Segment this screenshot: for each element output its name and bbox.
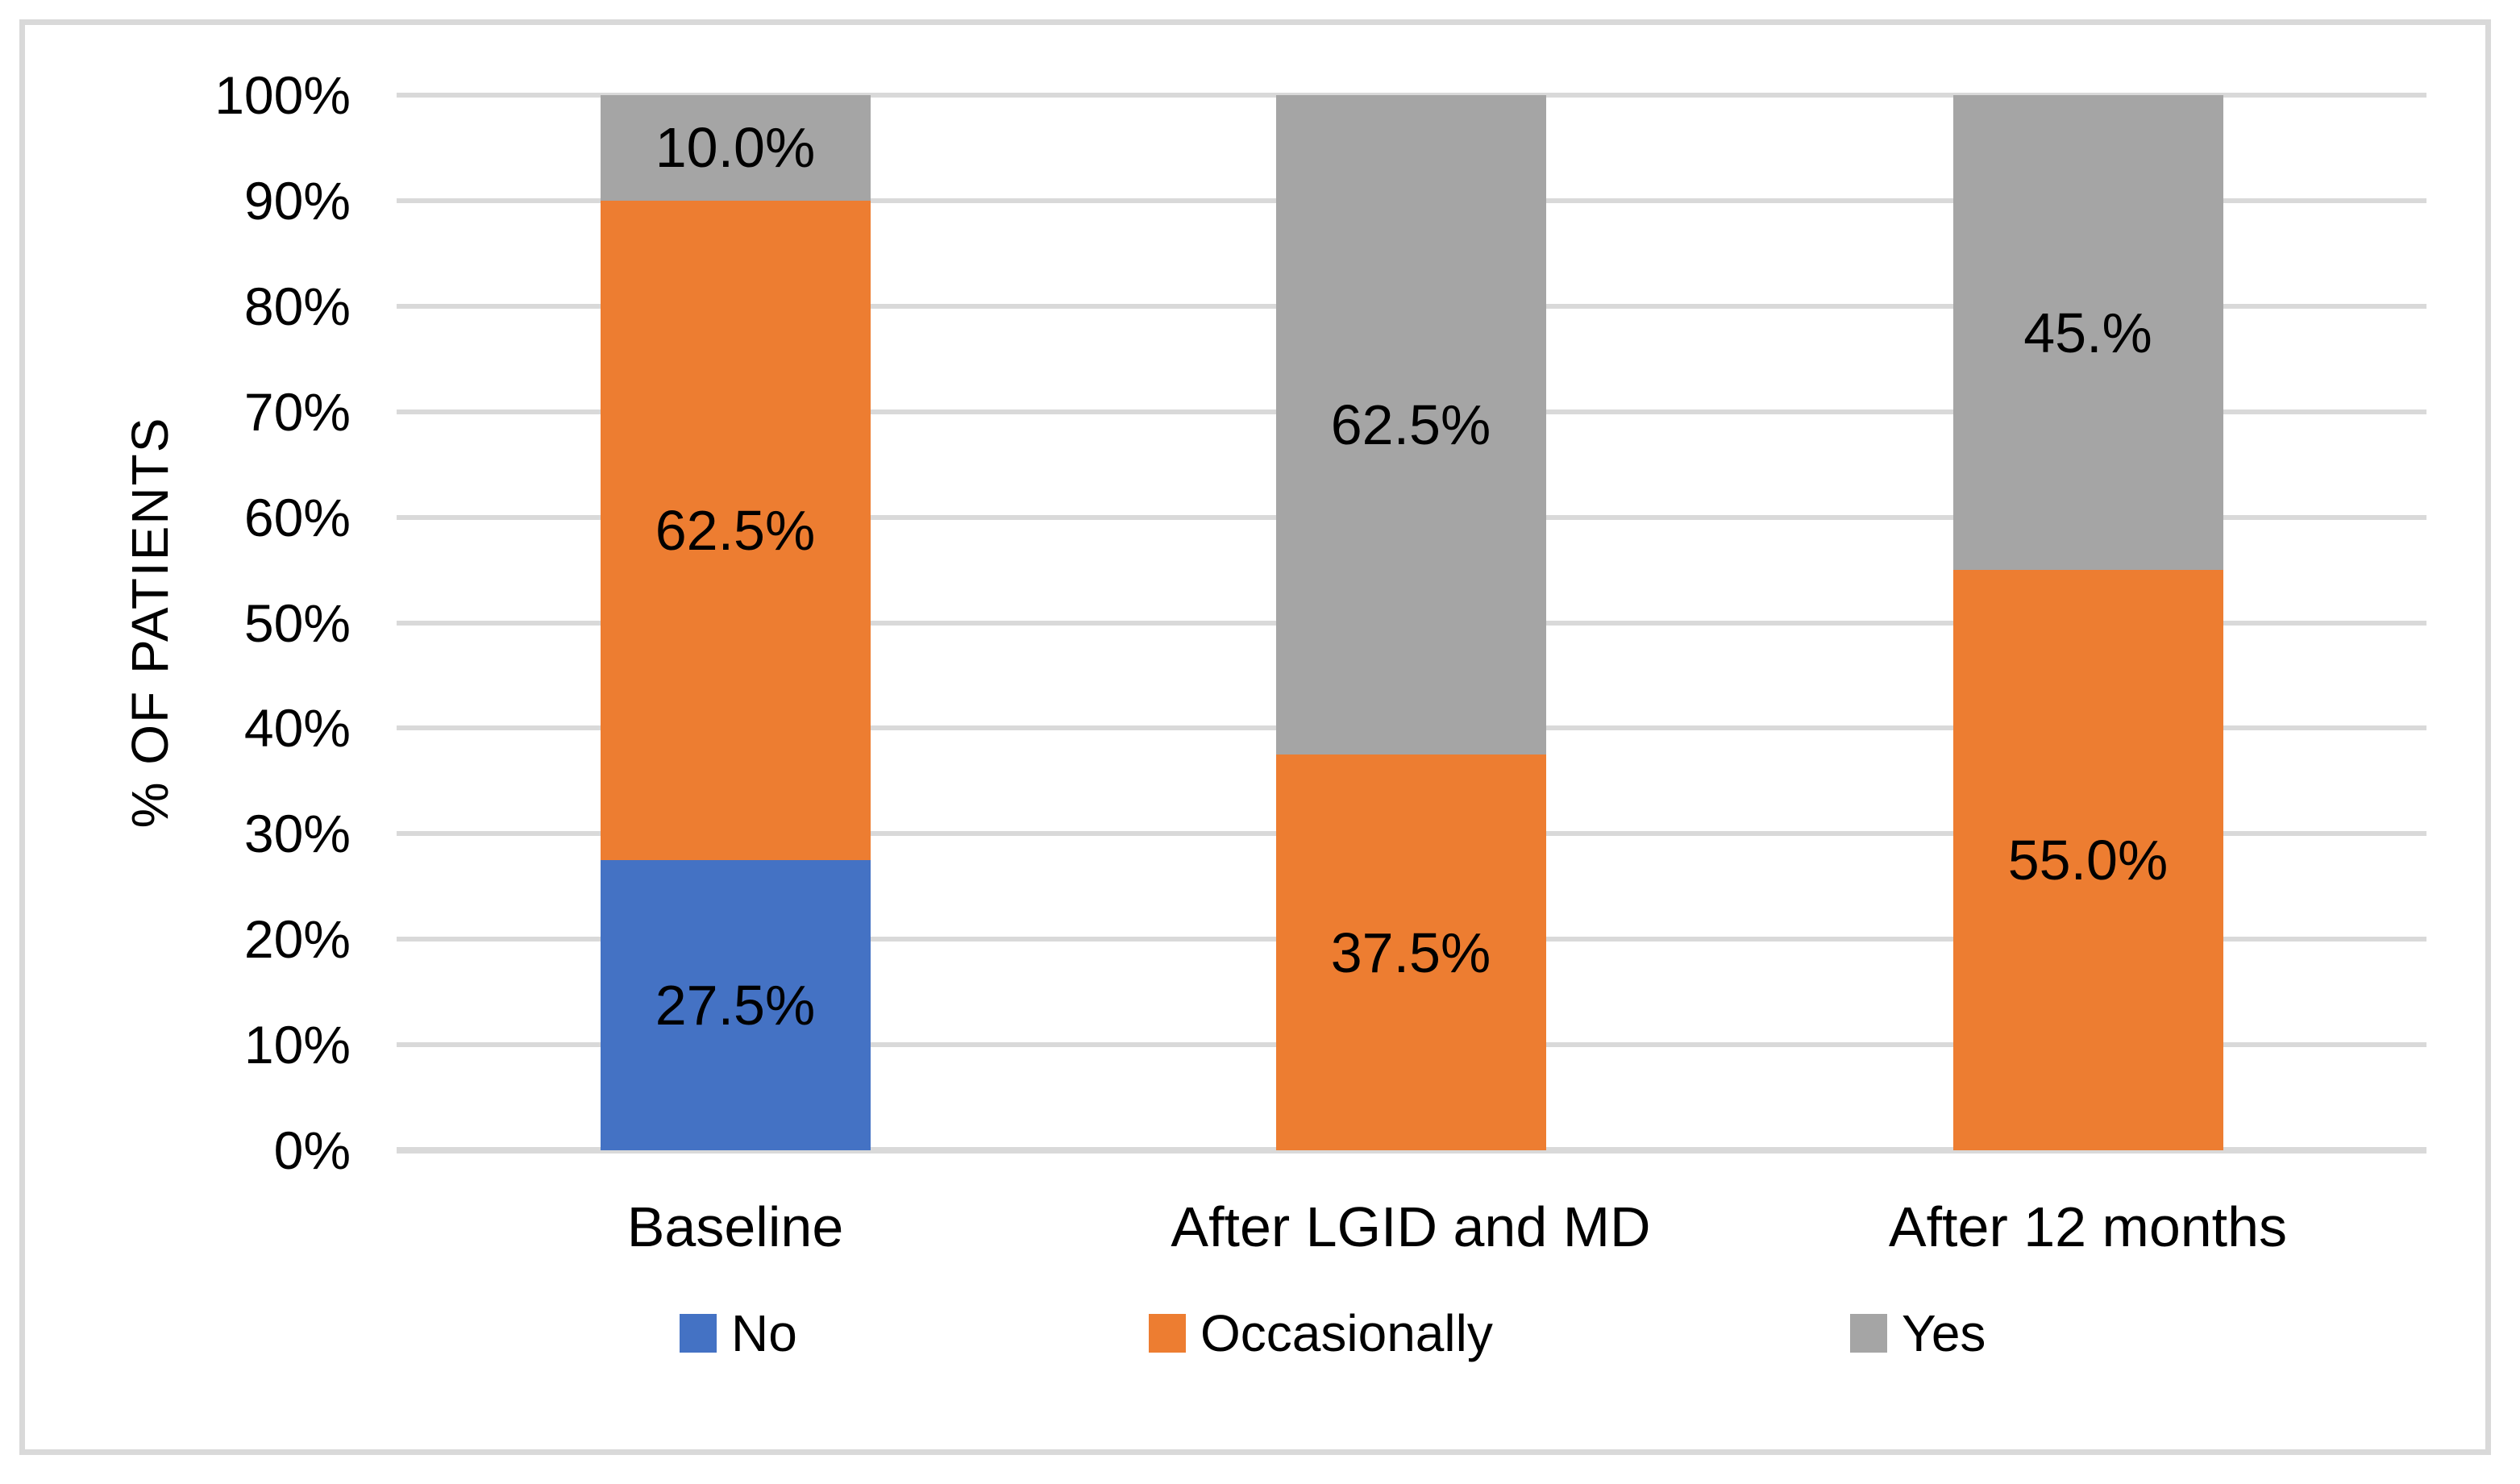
data-label: 62.5% — [1330, 393, 1491, 457]
data-label: 10.0% — [655, 116, 816, 180]
y-axis-tick-label: 100% — [214, 65, 351, 125]
y-axis-tick-label: 50% — [243, 592, 351, 653]
y-axis-tick-label: 30% — [243, 804, 351, 864]
y-axis-tick-label: 10% — [243, 1015, 351, 1075]
x-axis-category-label: After 12 months — [1888, 1195, 2288, 1258]
data-label: 27.5% — [655, 974, 816, 1037]
legend-item-yes: Yes — [1850, 1307, 1986, 1359]
y-axis-tick-label: 20% — [243, 909, 351, 970]
legend-swatch-no — [680, 1314, 717, 1353]
plot-area: 27.5% 62.5% 10.0% 37.5% 62.5% 55.0% 45.% — [397, 93, 2426, 1154]
y-axis-tick-label: 0% — [273, 1120, 351, 1180]
bar-segment-occasionally: 37.5% — [1275, 754, 1546, 1150]
y-axis-tick-label: 80% — [243, 276, 351, 336]
chart-border — [19, 19, 2491, 1455]
bar-segment-yes: 10.0% — [600, 95, 871, 201]
legend-item-no: No — [680, 1307, 797, 1359]
y-axis-tick-label: 40% — [243, 698, 351, 759]
x-axis-line — [397, 1147, 2426, 1154]
legend-label: Occasionally — [1200, 1304, 1493, 1362]
x-axis-category-label: After LGID and MD — [1171, 1195, 1651, 1258]
bar-segment-no: 27.5% — [600, 860, 871, 1150]
data-label: 55.0% — [2007, 829, 2169, 892]
legend-label: Yes — [1902, 1304, 1986, 1362]
data-label: 37.5% — [1330, 921, 1491, 984]
y-axis-tick-label: 90% — [243, 170, 351, 231]
data-label: 62.5% — [655, 498, 816, 562]
legend-swatch-occasionally — [1149, 1314, 1186, 1353]
bar-segment-yes: 62.5% — [1275, 95, 1546, 755]
legend-label: No — [731, 1304, 797, 1362]
y-axis-title: % OF PATIENTS — [121, 416, 179, 829]
y-axis-tick-label: 60% — [243, 487, 351, 547]
x-axis-category-label: Baseline — [626, 1195, 844, 1258]
data-label: 45.% — [2023, 301, 2152, 364]
bar-segment-occasionally: 55.0% — [1952, 570, 2223, 1150]
legend-item-occasionally: Occasionally — [1149, 1307, 1493, 1359]
bar-segment-yes: 45.% — [1952, 95, 2223, 571]
legend-swatch-yes — [1850, 1314, 1887, 1353]
y-axis-tick-label: 70% — [243, 381, 351, 442]
bar-segment-occasionally: 62.5% — [600, 200, 871, 861]
